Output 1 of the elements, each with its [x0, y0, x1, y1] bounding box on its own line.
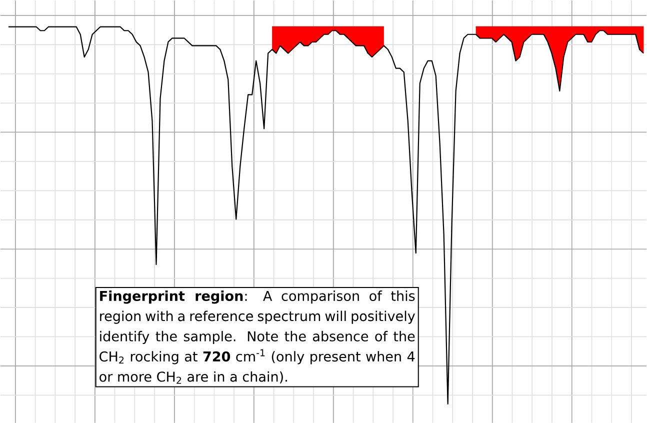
text: Fingerprint region: A comparison of this region with a reference spectrum will positively identify the sample. Note the absence of the CH$_{2}$ rocking at 720 cm$^{-1}$ (only present when 4 or more CH$_{2}$ are in a chain).	[100, 290, 415, 384]
